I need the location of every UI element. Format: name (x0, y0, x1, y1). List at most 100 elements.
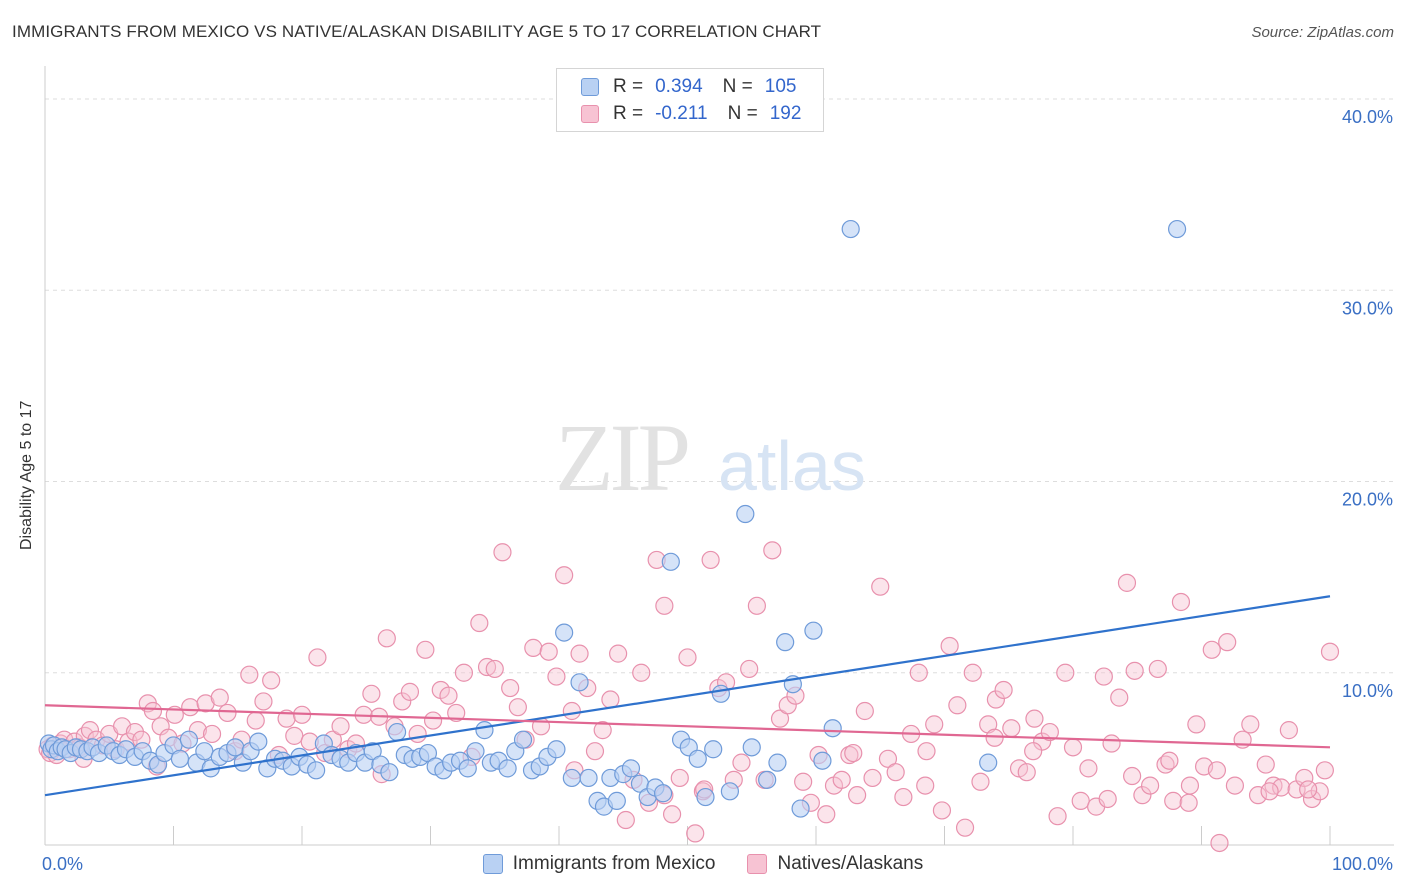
point-natives (1079, 759, 1098, 778)
point-natives (963, 663, 982, 682)
point-natives (932, 801, 952, 820)
point-natives (1260, 782, 1279, 801)
point-natives (1164, 791, 1183, 810)
point-natives (1071, 791, 1090, 810)
axes (44, 66, 1394, 846)
point-natives (678, 648, 697, 667)
point-natives (916, 776, 935, 795)
point-natives (1299, 780, 1318, 799)
point-natives (1125, 661, 1144, 680)
point-natives (539, 642, 558, 661)
point-natives (609, 644, 628, 663)
point-natives (585, 742, 605, 761)
point-natives (732, 753, 751, 772)
point-natives (1048, 807, 1067, 826)
point-natives (1025, 709, 1044, 728)
point-immigrants (979, 753, 998, 772)
point-natives (362, 684, 381, 703)
correlation-legend: R = 0.394 N = 105 R = -0.211 N = 192 (556, 68, 824, 132)
point-natives (331, 717, 350, 736)
point-natives (439, 686, 458, 705)
point-natives (1094, 667, 1113, 686)
point-natives (1063, 738, 1083, 757)
series-legend: Immigrants from Mexico Natives/Alaskans (0, 851, 1406, 877)
point-natives (593, 721, 612, 740)
point-natives (770, 709, 790, 728)
point-immigrants (720, 782, 740, 801)
point-natives (570, 644, 589, 663)
legend-row-blue: R = 0.394 N = 105 (581, 75, 796, 99)
point-natives (1110, 688, 1129, 707)
point-natives (1056, 663, 1075, 682)
point-natives (262, 671, 281, 690)
point-immigrants (179, 730, 199, 749)
point-natives (940, 636, 959, 656)
series-immigrants-from-mexico (39, 219, 1187, 818)
point-natives (917, 742, 936, 761)
point-natives (670, 768, 689, 788)
point-immigrants (579, 768, 598, 788)
point-natives (1310, 782, 1329, 801)
point-natives (181, 698, 200, 717)
point-natives (1202, 640, 1221, 659)
point-natives (408, 724, 427, 744)
point-immigrants (466, 742, 485, 761)
point-immigrants (226, 738, 245, 757)
point-natives (218, 703, 237, 723)
point-natives (794, 772, 813, 791)
point-natives (254, 692, 273, 711)
point-natives (210, 688, 229, 707)
point-immigrants (1167, 219, 1187, 239)
watermark: ZIP atlas (555, 404, 866, 511)
legend-item-immigrants[interactable]: Immigrants from Mexico (482, 853, 715, 875)
source-note: Source: ZipAtlas.com (1251, 24, 1394, 41)
legend-swatch-natives (747, 854, 768, 874)
legend-item-natives[interactable]: Natives/Alaskans (747, 853, 923, 875)
point-immigrants (570, 673, 589, 692)
point-natives (832, 770, 851, 789)
point-immigrants (498, 759, 517, 778)
point-natives (986, 690, 1006, 709)
point-immigrants (475, 721, 494, 740)
point-natives (423, 711, 443, 730)
point-natives (848, 786, 867, 805)
legend-swatch-blue (581, 78, 599, 96)
point-natives (1002, 719, 1021, 738)
point-natives (555, 566, 574, 585)
legend-label-natives: Natives/Alaskans (777, 853, 924, 874)
point-natives (400, 682, 420, 701)
legend-n-value: 192 (769, 103, 802, 124)
point-natives (1256, 755, 1275, 774)
point-immigrants (813, 751, 832, 770)
point-natives (1179, 793, 1198, 812)
point-natives (1210, 833, 1229, 853)
legend-n-value: 105 (764, 76, 797, 97)
legend-n-label: N = (722, 76, 753, 97)
point-natives (246, 711, 265, 730)
point-natives (493, 543, 512, 562)
point-immigrants (513, 730, 533, 749)
y-tick-label: 40.0% (1342, 107, 1393, 127)
point-immigrants (661, 552, 680, 571)
gridlines (45, 98, 1394, 674)
point-natives (377, 629, 396, 648)
point-natives (778, 696, 797, 715)
point-natives (1295, 768, 1314, 788)
watermark-zip: ZIP (555, 404, 688, 511)
point-immigrants (742, 738, 761, 757)
point-immigrants (776, 633, 795, 652)
point-natives (1171, 592, 1191, 612)
point-immigrants (562, 768, 581, 788)
point-natives (308, 648, 327, 667)
chart-title: IMMIGRANTS FROM MEXICO VS NATIVE/ALASKAN… (12, 22, 822, 41)
trend-line-natives (44, 704, 1331, 749)
point-natives (662, 805, 682, 824)
point-natives (447, 703, 466, 723)
point-immigrants (791, 799, 810, 818)
point-immigrants (555, 623, 574, 642)
point-natives (1315, 761, 1334, 780)
point-natives (886, 763, 905, 782)
point-natives (894, 787, 913, 807)
series-natives-alaskans (38, 541, 1340, 853)
